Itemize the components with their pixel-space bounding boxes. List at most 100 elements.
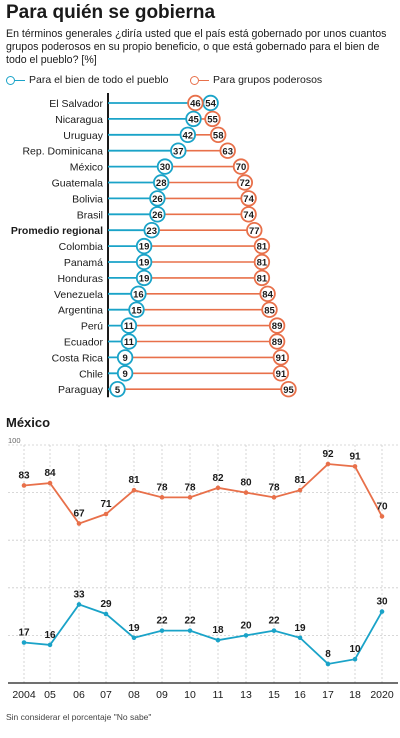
grupos-marker — [236, 174, 254, 191]
pueblo-point — [21, 640, 27, 645]
pueblo-value-label: 23 — [146, 226, 157, 237]
pueblo-data-label: 16 — [44, 630, 56, 641]
pueblo-point — [215, 637, 221, 643]
pueblo-value-label: 19 — [139, 258, 150, 269]
pueblo-marker — [109, 381, 126, 398]
grupos-marker — [209, 126, 227, 144]
x-tick-label: 15 — [268, 689, 280, 701]
category-label: El Salvador — [49, 98, 103, 110]
pueblo-marker — [130, 285, 147, 303]
category-label: Venezuela — [54, 289, 103, 301]
pueblo-marker — [128, 301, 145, 318]
grupos-value-label: 74 — [243, 210, 254, 221]
pueblo-value-label: 30 — [160, 162, 171, 173]
pueblo-point — [271, 628, 277, 633]
x-tick-label: 2004 — [12, 689, 36, 701]
pueblo-marker — [135, 253, 153, 271]
grupos-point — [243, 490, 249, 495]
pueblo-point — [379, 609, 385, 614]
category-label: Perú — [81, 321, 103, 333]
grupos-value-label: 95 — [283, 385, 294, 396]
x-tick-label: 07 — [100, 689, 112, 701]
grupos-point — [131, 487, 137, 493]
pueblo-value-label: 19 — [139, 242, 150, 253]
pueblo-data-label: 22 — [156, 616, 168, 627]
pueblo-data-label: 33 — [73, 589, 85, 600]
pueblo-data-label: 30 — [376, 597, 388, 608]
grupos-marker — [253, 269, 271, 287]
legend-line-grupos — [199, 79, 209, 81]
grupos-marker — [240, 190, 257, 207]
grupos-value-label: 58 — [213, 130, 224, 141]
pueblo-marker — [149, 190, 166, 207]
grupos-point — [379, 514, 385, 519]
grupos-value-label: 55 — [207, 115, 218, 126]
legend-label-grupos: Para grupos poderosos — [213, 74, 323, 86]
footnote: Sin considerar el porcentaje "No sabe" — [6, 712, 152, 722]
grupos-point — [215, 485, 221, 491]
grupos-value-label: 85 — [264, 305, 275, 316]
legend-item-grupos: Para grupos poderosos — [190, 74, 322, 86]
grupos-data-label: 91 — [349, 451, 361, 462]
grupos-marker — [280, 381, 297, 398]
legend-marker-pueblo — [6, 75, 15, 85]
grupos-marker — [268, 333, 286, 350]
grupos-data-label: 83 — [18, 470, 30, 481]
x-tick-label: 06 — [73, 689, 85, 701]
grupos-data-label: 82 — [212, 473, 224, 484]
pueblo-point — [76, 602, 82, 607]
legend-label-pueblo: Para el bien de todo el pueblo — [29, 74, 169, 86]
grupos-point — [159, 495, 165, 500]
legend-item-pueblo: Para el bien de todo el pueblo — [6, 74, 169, 86]
grupos-data-label: 84 — [44, 468, 56, 479]
grupos-marker — [272, 365, 290, 382]
grupos-data-label: 81 — [294, 475, 306, 486]
grupos-marker — [232, 158, 250, 175]
category-label: Argentina — [58, 305, 103, 317]
x-tick-label: 11 — [213, 689, 224, 701]
pueblo-data-label: 29 — [100, 599, 112, 610]
grupos-marker — [219, 142, 236, 159]
pueblo-point — [352, 656, 358, 662]
pueblo-marker — [120, 333, 138, 350]
category-label: Bolivia — [72, 193, 103, 205]
grupos-value-label: 84 — [262, 289, 273, 300]
x-tick-label: 18 — [349, 689, 361, 701]
grupos-data-label: 80 — [240, 478, 252, 489]
grupos-point — [21, 483, 27, 488]
pueblo-point — [325, 661, 331, 667]
pueblo-value-label: 15 — [131, 305, 142, 316]
x-tick-label: 17 — [322, 689, 334, 701]
pueblo-value-label: 42 — [183, 130, 194, 141]
pueblo-point — [297, 635, 303, 641]
x-tick-label: 09 — [156, 689, 168, 701]
grupos-data-label: 71 — [100, 499, 112, 510]
grupos-point — [352, 464, 358, 469]
grupos-data-label: 78 — [184, 482, 196, 493]
grupos-value-label: 81 — [257, 274, 268, 285]
grupos-value-label: 46 — [190, 99, 201, 110]
grupos-marker — [261, 301, 278, 318]
pueblo-marker — [179, 126, 197, 144]
grupos-marker — [259, 285, 276, 303]
category-label: Uruguay — [63, 130, 103, 142]
grupos-value-label: 72 — [240, 178, 251, 189]
category-label: Ecuador — [64, 337, 104, 349]
grupos-marker — [246, 221, 263, 239]
pueblo-data-label: 17 — [18, 628, 30, 639]
grupos-data-label: 92 — [322, 449, 334, 460]
grupos-point — [76, 521, 82, 526]
pueblo-point — [243, 633, 249, 638]
x-tick-label: 2020 — [370, 689, 394, 701]
pueblo-data-label: 19 — [294, 623, 306, 634]
grupos-point — [297, 487, 303, 493]
grupos-value-label: 74 — [243, 194, 254, 205]
page-title: Para quién se gobierna — [6, 2, 216, 23]
grupos-marker — [240, 206, 257, 223]
category-label: Honduras — [57, 273, 103, 285]
y-tick-label: 100 — [8, 436, 21, 445]
category-label: Rep. Dominicana — [22, 146, 103, 158]
grupos-point — [103, 511, 109, 517]
pueblo-value-label: 16 — [133, 289, 144, 300]
